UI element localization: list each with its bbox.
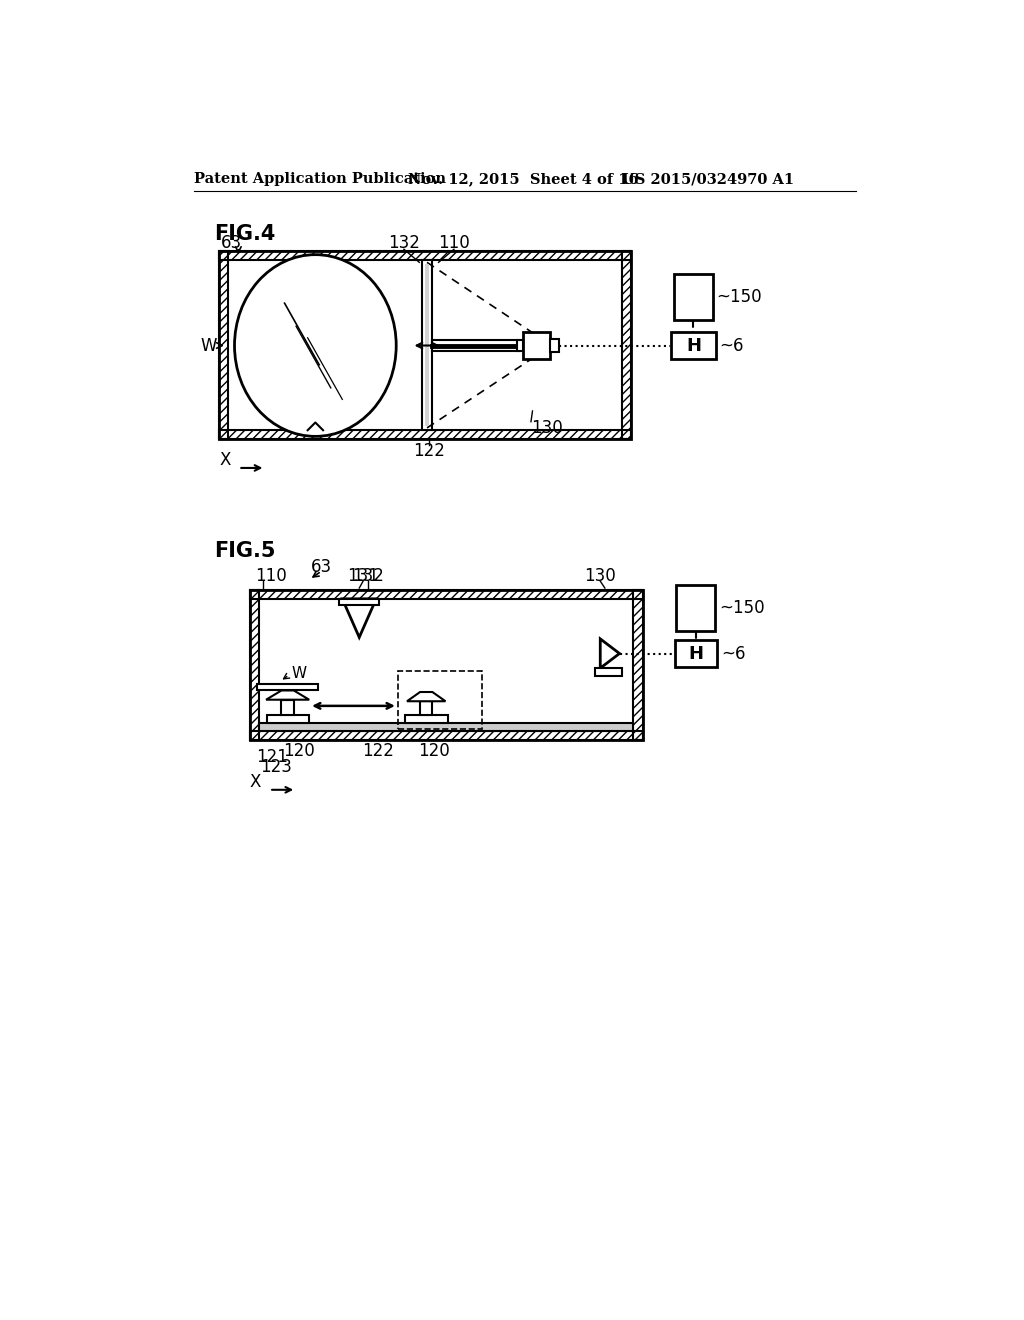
Polygon shape	[342, 599, 376, 638]
Bar	[339, 599, 379, 605]
Bar	[250, 590, 643, 599]
Ellipse shape	[234, 255, 396, 437]
Text: X: X	[219, 451, 230, 469]
Bar	[406, 715, 447, 723]
Text: 63: 63	[220, 234, 242, 252]
Bar	[219, 251, 228, 440]
Bar	[219, 251, 631, 260]
Bar	[422, 260, 432, 430]
Bar	[219, 251, 631, 260]
Bar	[622, 251, 631, 440]
Text: ~150: ~150	[717, 288, 762, 306]
Bar	[425, 264, 429, 426]
Bar	[634, 590, 643, 739]
Bar	[259, 723, 634, 730]
Text: 123: 123	[260, 758, 292, 776]
Text: Patent Application Publication: Patent Application Publication	[194, 172, 445, 186]
Bar	[671, 333, 716, 359]
Bar	[219, 430, 631, 440]
Bar	[250, 590, 643, 739]
Text: 122: 122	[414, 442, 445, 459]
Bar	[517, 341, 523, 351]
Bar	[622, 251, 631, 440]
Text: 110: 110	[438, 234, 470, 252]
Text: W: W	[201, 337, 217, 355]
Text: ~6: ~6	[720, 337, 744, 355]
Text: 130: 130	[585, 566, 616, 585]
Bar	[250, 730, 643, 739]
Bar	[595, 668, 622, 676]
Text: Nov. 12, 2015  Sheet 4 of 16: Nov. 12, 2015 Sheet 4 of 16	[408, 172, 638, 186]
Text: FIG.5: FIG.5	[214, 541, 275, 561]
Bar	[267, 715, 309, 723]
Text: 121: 121	[256, 747, 288, 766]
Polygon shape	[407, 692, 445, 701]
Text: ~6: ~6	[721, 644, 745, 663]
Bar	[219, 251, 631, 440]
Bar	[250, 590, 259, 739]
Bar	[250, 590, 259, 739]
Bar	[250, 590, 643, 599]
Text: ~150: ~150	[719, 599, 765, 616]
Text: 130: 130	[531, 418, 563, 437]
Bar	[674, 275, 713, 321]
Bar	[219, 251, 631, 440]
Bar	[523, 333, 550, 359]
Bar	[219, 251, 228, 440]
Text: X: X	[250, 774, 261, 791]
Text: W: W	[292, 667, 306, 681]
Bar	[250, 730, 643, 739]
Bar	[634, 590, 643, 739]
Text: 63: 63	[311, 557, 332, 576]
Text: 132: 132	[388, 234, 420, 252]
Text: 120: 120	[284, 742, 315, 760]
Text: H: H	[686, 337, 701, 355]
Bar	[550, 339, 559, 351]
Bar	[282, 700, 294, 715]
Bar	[219, 430, 631, 440]
Bar	[675, 640, 717, 667]
Bar	[397, 671, 482, 729]
Text: FIG.4: FIG.4	[214, 224, 275, 244]
Bar	[257, 684, 318, 690]
Bar	[600, 639, 620, 668]
Text: US 2015/0324970 A1: US 2015/0324970 A1	[622, 172, 794, 186]
Text: 120: 120	[418, 742, 450, 760]
Text: 122: 122	[362, 742, 394, 760]
Text: 132: 132	[352, 566, 384, 585]
Text: H: H	[688, 644, 703, 663]
Bar	[250, 590, 643, 739]
Text: 110: 110	[255, 566, 287, 585]
Polygon shape	[266, 690, 309, 700]
Bar	[420, 701, 432, 715]
Text: 131: 131	[347, 566, 379, 585]
Bar	[677, 585, 715, 631]
Polygon shape	[600, 639, 620, 668]
